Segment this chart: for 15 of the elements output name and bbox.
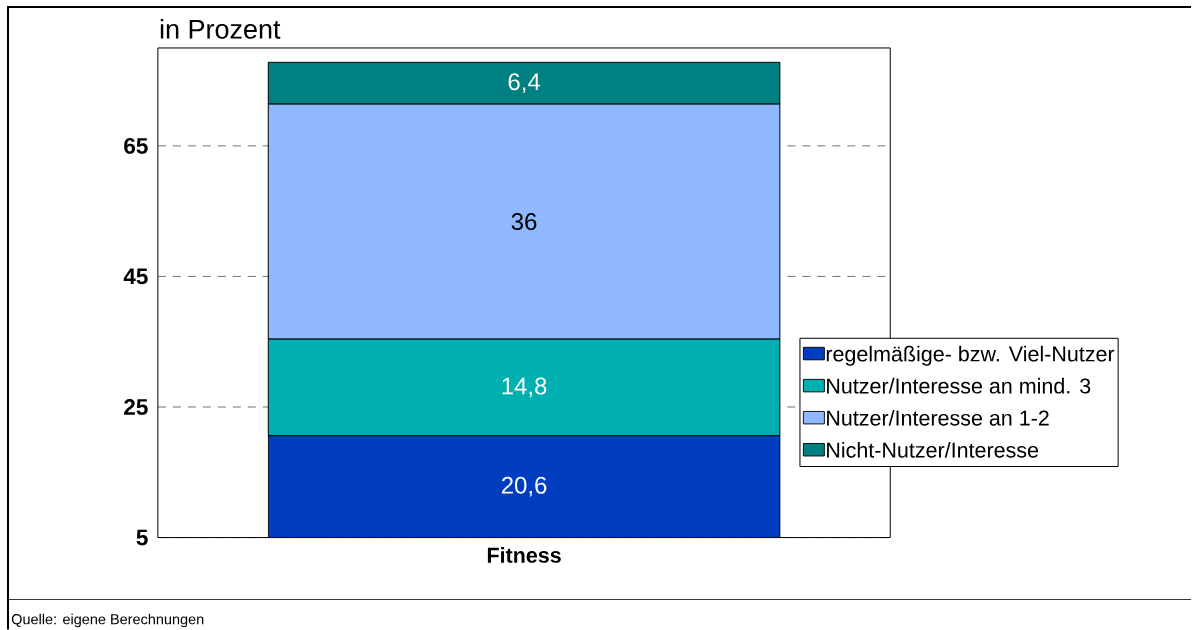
data-label: 36 (511, 212, 537, 230)
data-label: 14,8 (502, 377, 547, 398)
data-label: 20,6 (501, 476, 547, 497)
legend-label: Nutzer/Interesse an 1-2 (827, 409, 1049, 426)
source-note: Quelle: eigene Berechnungen (11, 613, 204, 627)
legend-label: Nutzer/Interesse an mind. 3 (827, 377, 1091, 394)
legend-label: regelmäßige- bzw. Viel-Nutzer (826, 345, 1115, 366)
y-tick-label: 45 (123, 268, 148, 285)
y-tick-label: 5 (136, 529, 148, 546)
y-tick-label: 65 (124, 137, 148, 154)
x-tick-label: Fitness (487, 546, 561, 563)
y-tick-label: 25 (124, 398, 148, 415)
data-label: 6,4 (508, 73, 541, 93)
legend-label: Nicht-Nutzer/Interesse (827, 441, 1039, 458)
y-axis-title: in Prozent (160, 18, 281, 39)
